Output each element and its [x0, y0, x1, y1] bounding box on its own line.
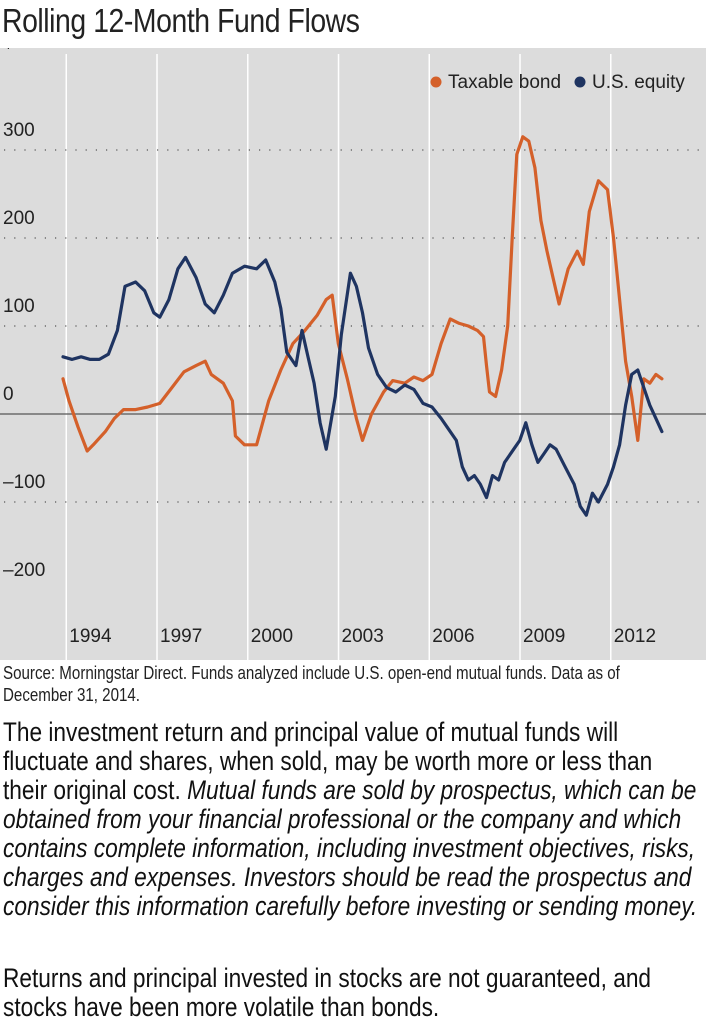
x-tick-label: 1994: [69, 626, 112, 647]
vertical-gridlines: [65, 54, 612, 660]
horizontal-dotted-gridlines: [4, 149, 700, 503]
legend-label: Taxable bond: [448, 72, 561, 93]
source-note: Source: Morningstar Direct. Funds analyz…: [3, 663, 620, 705]
y-tick-label: 300: [3, 120, 35, 141]
y-tick-label: –200: [3, 560, 45, 581]
legend: Taxable bond U.S. equity: [430, 72, 685, 93]
x-tick-label: 2003: [342, 626, 384, 647]
x-tick-label: 2012: [614, 626, 656, 647]
series-line-u-s-equity: [61, 255, 664, 517]
legend-label: U.S. equity: [592, 72, 685, 93]
y-tick-label: 200: [3, 208, 35, 229]
chart-title: Rolling 12-Month Fund Flows: [2, 2, 360, 39]
disclaimer-plain: The investment return and principal valu…: [3, 717, 653, 805]
legend-marker: [430, 76, 442, 88]
series-lines: [61, 135, 664, 517]
y-axis-tick-labels: $400 bil 300 200 100 0 –100 –200: [3, 48, 70, 581]
x-tick-label: 2000: [251, 626, 293, 647]
x-tick-label: 2006: [432, 626, 474, 647]
risk-note: Returns and principal invested in stocks…: [3, 963, 652, 1022]
plot-background: [0, 48, 706, 660]
x-tick-label: 1997: [160, 626, 202, 647]
disclaimer: The investment return and principal valu…: [3, 718, 700, 921]
y-tick-label: 0: [3, 384, 14, 405]
y-tick-label: $400 bil: [3, 48, 70, 53]
disclaimer-italic: Mutual funds are sold by prospectus, whi…: [3, 775, 698, 921]
x-tick-label: 2009: [523, 626, 565, 647]
y-tick-label: –100: [3, 472, 45, 493]
fund-flows-chart: $400 bil 300 200 100 0 –100 –200 1994 1997 2000 2…: [0, 48, 706, 660]
x-axis-tick-labels: 1994 1997 2000 2003 2006 2009 2012: [69, 626, 656, 647]
series-line-taxable-bond: [61, 135, 664, 453]
legend-marker: [574, 76, 586, 88]
y-tick-label: 100: [3, 296, 35, 317]
